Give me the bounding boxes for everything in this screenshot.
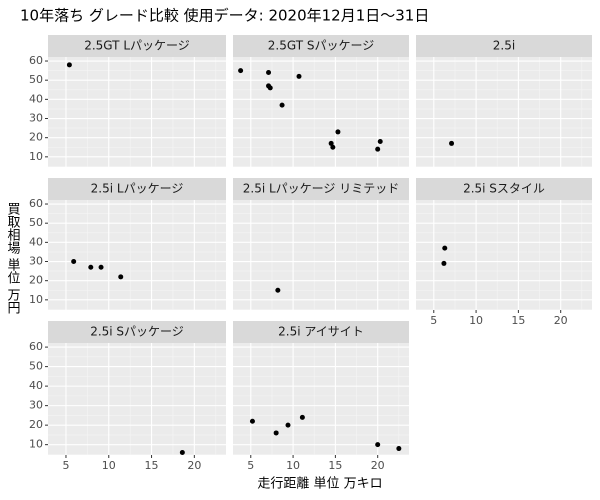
point: [279, 102, 285, 108]
y-tick-label: 40: [29, 379, 43, 392]
facet-title: 2.5i Lパッケージ: [91, 182, 184, 196]
y-tick-label: 10: [29, 293, 43, 306]
point: [267, 85, 273, 91]
x-tick-label: 20: [187, 459, 201, 472]
x-axis-label: 走行距離 単位 万キロ: [257, 476, 382, 492]
y-tick-label: 10: [29, 150, 43, 163]
strip: [48, 321, 226, 343]
y-tick-label: 20: [29, 274, 43, 287]
y-tick-label: 50: [29, 216, 43, 229]
point: [335, 129, 341, 135]
y-tick-label: 30: [29, 112, 43, 125]
facet-title: 2.5i Sパッケージ: [90, 325, 184, 339]
point: [330, 144, 336, 150]
y-tick-label: 20: [29, 418, 43, 431]
point: [266, 70, 272, 76]
point: [328, 140, 334, 146]
y-axis-label: 買取相場 単位 万円: [5, 202, 21, 315]
panel: [416, 200, 592, 310]
x-tick-label: 5: [247, 459, 254, 472]
point: [118, 274, 124, 280]
y-tick-label: 60: [29, 54, 43, 67]
point: [441, 260, 447, 266]
y-tick-label: 60: [29, 340, 43, 353]
strip: [48, 178, 226, 200]
strip: [233, 321, 409, 343]
panel: [233, 343, 409, 455]
facet-title: 2.5i: [493, 39, 515, 53]
y-tick-label: 10: [29, 438, 43, 451]
x-tick-label: 15: [328, 459, 342, 472]
panel: [48, 200, 226, 310]
y-tick-label: 60: [29, 197, 43, 210]
x-tick-label: 10: [102, 459, 116, 472]
panel: [233, 57, 409, 167]
point: [98, 264, 104, 270]
x-tick-label: 10: [286, 459, 300, 472]
y-tick-label: 20: [29, 131, 43, 144]
point: [179, 449, 185, 455]
y-tick-label: 50: [29, 73, 43, 86]
x-tick-label: 15: [145, 459, 159, 472]
point: [375, 442, 381, 448]
point: [442, 245, 448, 251]
strip: [416, 35, 592, 57]
panel: [416, 57, 592, 167]
facet-title: 2.5GT Sパッケージ: [268, 39, 374, 53]
point: [375, 146, 381, 152]
point: [449, 140, 455, 146]
point: [296, 73, 302, 79]
x-tick-label: 20: [371, 459, 385, 472]
facet-title: 2.5i Lパッケージ リミテッド: [243, 182, 400, 196]
point: [377, 139, 383, 145]
strip: [416, 178, 592, 200]
chart-title: 10年落ち グレード比較 使用データ: 2020年12月1日～31日: [20, 7, 429, 25]
facet-title: 2.5GT Lパッケージ: [84, 39, 190, 53]
panel: [48, 343, 226, 455]
y-tick-label: 30: [29, 399, 43, 412]
point: [66, 62, 72, 68]
x-tick-label: 15: [511, 314, 525, 327]
x-tick-label: 5: [62, 459, 69, 472]
strip: [233, 35, 409, 57]
y-tick-label: 30: [29, 255, 43, 268]
panel: [48, 57, 226, 167]
x-tick-label: 10: [469, 314, 483, 327]
point: [396, 446, 402, 452]
y-tick-label: 40: [29, 92, 43, 105]
point: [285, 422, 291, 428]
point: [88, 264, 94, 270]
y-tick-label: 50: [29, 360, 43, 373]
panel: [233, 200, 409, 310]
x-tick-label: 5: [430, 314, 437, 327]
x-tick-label: 20: [554, 314, 568, 327]
point: [71, 259, 77, 265]
strip: [233, 178, 409, 200]
facet-title: 2.5i Sスタイル: [463, 182, 545, 196]
facet-title: 2.5i アイサイト: [278, 325, 364, 339]
point: [275, 287, 281, 293]
strip: [48, 35, 226, 57]
y-tick-label: 40: [29, 235, 43, 248]
point: [249, 418, 255, 424]
point: [273, 430, 279, 436]
point: [299, 414, 305, 420]
point: [238, 68, 244, 74]
